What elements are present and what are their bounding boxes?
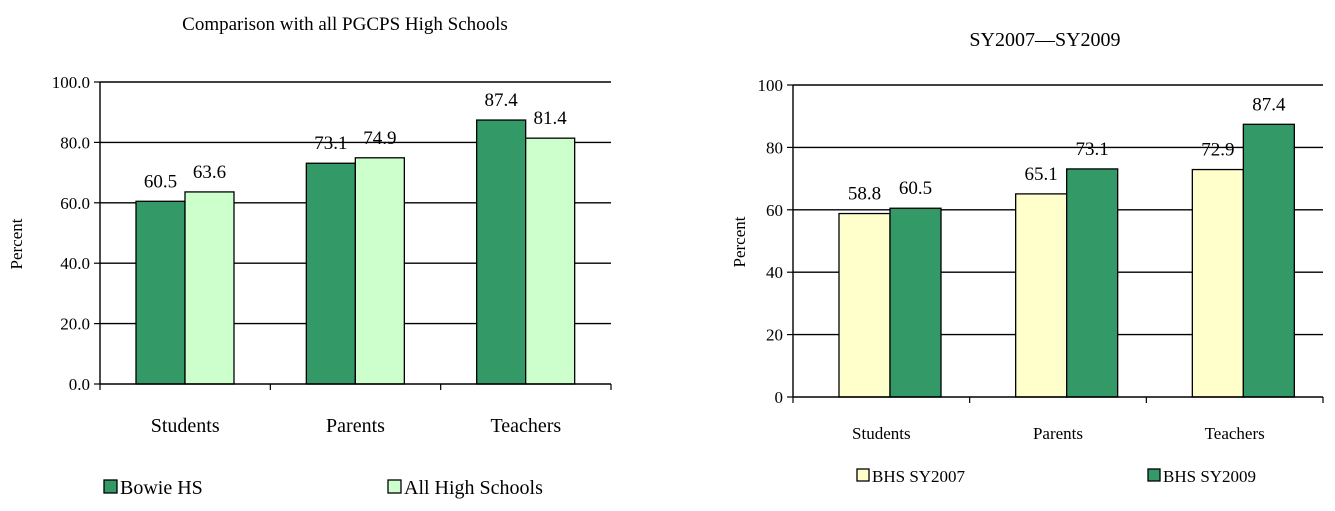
y-axis-label: Percent bbox=[7, 218, 26, 269]
data-label: 81.4 bbox=[534, 108, 568, 129]
category-label: Parents bbox=[326, 415, 385, 437]
data-label: 60.5 bbox=[899, 178, 932, 199]
legend-swatch bbox=[856, 468, 870, 482]
bar bbox=[354, 157, 405, 385]
y-tick-label: 0 bbox=[775, 388, 784, 407]
bar bbox=[525, 137, 576, 385]
y-tick-label: 40 bbox=[766, 263, 783, 282]
data-label: 58.8 bbox=[848, 184, 881, 205]
y-tick-label: 0.0 bbox=[69, 375, 90, 394]
y-tick-label: 80.0 bbox=[60, 133, 90, 152]
legend-swatch bbox=[1147, 468, 1161, 482]
y-tick-label: 40.0 bbox=[60, 254, 90, 273]
chart-title: Comparison with all PGCPS High Schools bbox=[182, 14, 508, 35]
legend-label: BHS SY2007 bbox=[872, 467, 966, 486]
y-tick-label: 20 bbox=[766, 326, 783, 345]
category-label: Students bbox=[852, 424, 911, 443]
bar bbox=[1191, 168, 1244, 398]
data-label: 65.1 bbox=[1025, 164, 1058, 185]
bar bbox=[889, 207, 942, 398]
data-label: 73.1 bbox=[1076, 139, 1109, 160]
data-label: 87.4 bbox=[1252, 94, 1286, 115]
y-tick-label: 100 bbox=[758, 76, 784, 95]
y-tick-label: 60.0 bbox=[60, 194, 90, 213]
bar bbox=[1242, 123, 1295, 398]
category-label: Students bbox=[151, 415, 220, 437]
y-tick-label: 20.0 bbox=[60, 315, 90, 334]
data-label: 60.5 bbox=[144, 171, 177, 192]
category-label: Teachers bbox=[490, 415, 561, 437]
legend-label: BHS SY2009 bbox=[1163, 467, 1256, 486]
y-tick-label: 60 bbox=[766, 201, 783, 220]
bar bbox=[1015, 193, 1068, 398]
data-label: 72.9 bbox=[1201, 140, 1234, 161]
data-label: 87.4 bbox=[485, 90, 519, 111]
y-tick-label: 100.0 bbox=[52, 73, 90, 92]
bar bbox=[305, 162, 356, 385]
legend-label: All High Schools bbox=[404, 477, 543, 499]
legend-swatch bbox=[103, 479, 118, 494]
bar bbox=[476, 119, 527, 385]
data-label: 63.6 bbox=[193, 162, 226, 183]
bar bbox=[838, 212, 891, 398]
trend-chart: SY2007—SY2009 Percent 0 20 40 60 80 100 58.8 6… bbox=[730, 29, 1324, 486]
chart-title: SY2007—SY2009 bbox=[969, 29, 1120, 51]
data-label: 74.9 bbox=[363, 128, 396, 149]
bar bbox=[184, 191, 235, 385]
category-label: Teachers bbox=[1205, 424, 1265, 443]
data-label: 73.1 bbox=[314, 133, 347, 154]
comparison-chart: Comparison with all PGCPS High Schools P… bbox=[7, 14, 612, 499]
category-label: Parents bbox=[1033, 424, 1083, 443]
legend-swatch bbox=[387, 479, 402, 494]
bar bbox=[1066, 168, 1119, 398]
bar bbox=[135, 200, 186, 385]
y-axis-label: Percent bbox=[730, 216, 749, 267]
y-tick-label: 80 bbox=[766, 138, 783, 157]
legend-label: Bowie HS bbox=[120, 477, 203, 499]
